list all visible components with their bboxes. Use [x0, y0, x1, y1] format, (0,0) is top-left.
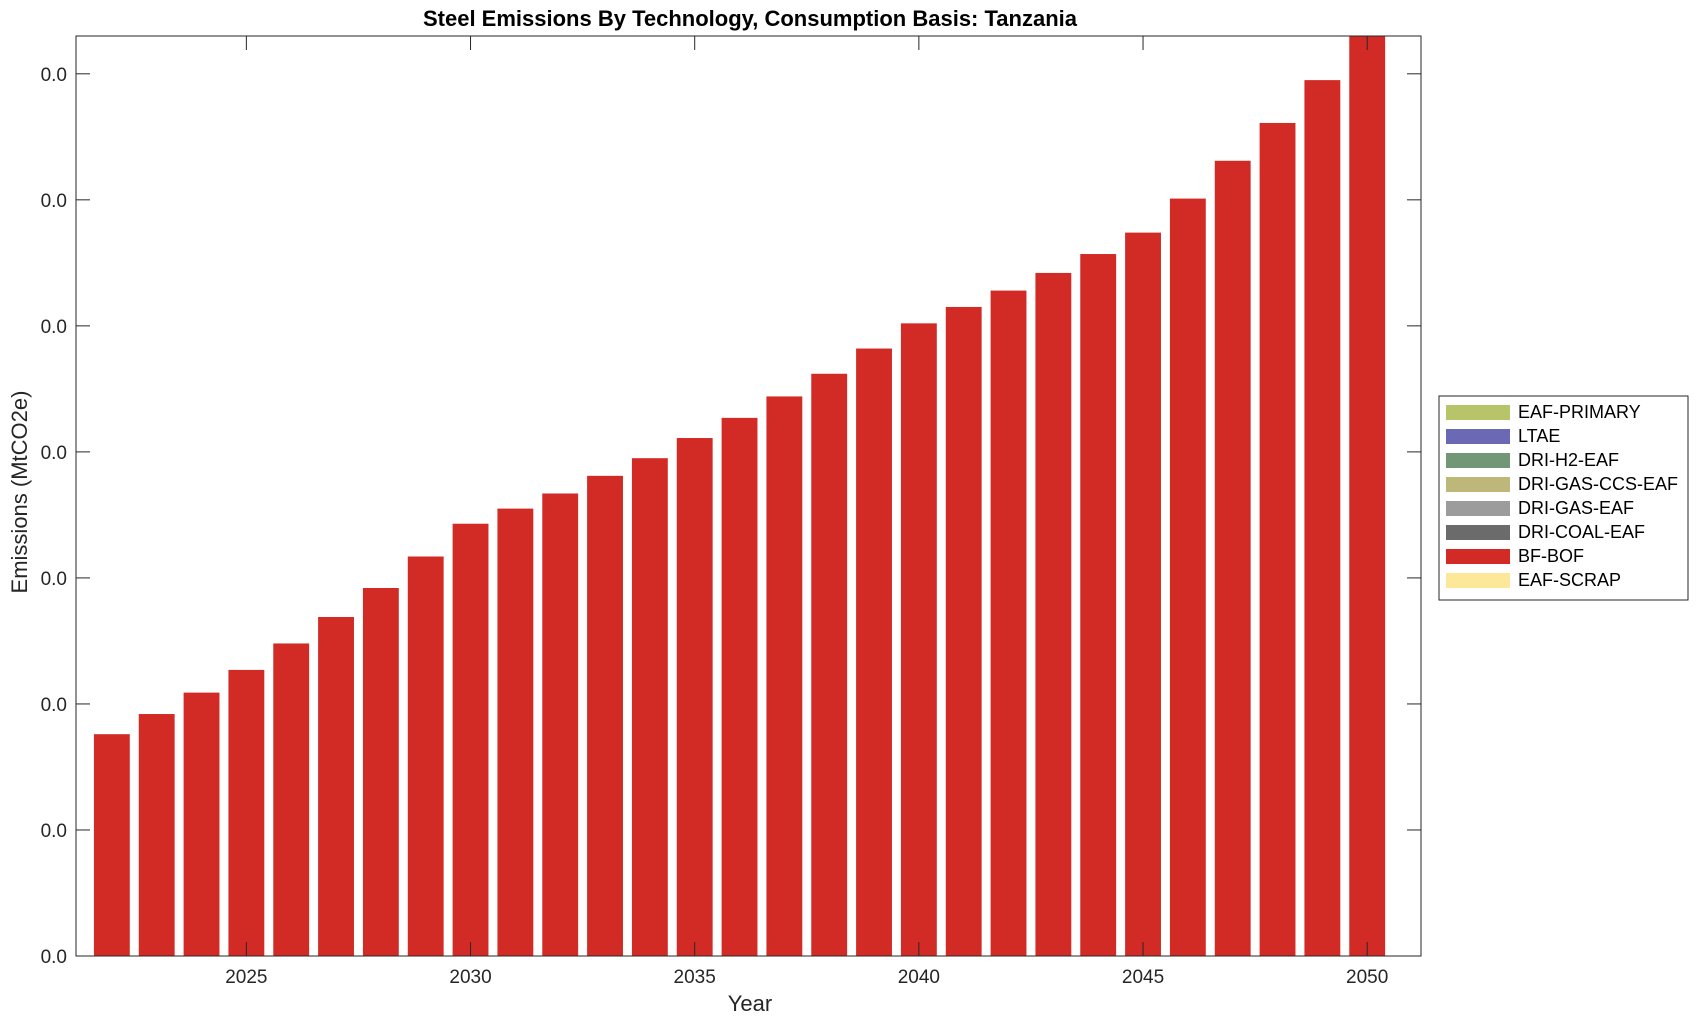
y-tick-label: 0.0	[41, 569, 67, 590]
bar-bf-bof-2042	[990, 290, 1027, 957]
bar-bf-bof-2037	[766, 396, 803, 956]
bar-bf-bof-2024	[183, 692, 220, 956]
bar-bf-bof-2045	[1125, 232, 1161, 957]
x-tick-label: 2025	[225, 967, 267, 988]
legend-label: DRI-GAS-CCS-EAF	[1518, 474, 1678, 494]
legend-label: LTAE	[1518, 426, 1560, 446]
legend-label: DRI-GAS-EAF	[1518, 498, 1634, 518]
chart-title: Steel Emissions By Technology, Consumpti…	[423, 6, 1078, 31]
bar-bf-bof-2044	[1080, 254, 1117, 956]
x-tick-label: 2045	[1122, 967, 1164, 988]
legend-label: BF-BOF	[1518, 546, 1584, 566]
bar-bf-bof-2050	[1349, 36, 1386, 956]
legend-swatch	[1446, 405, 1510, 420]
x-axis-label: Year	[728, 991, 772, 1016]
y-tick-label: 0.0	[41, 821, 67, 842]
bar-bf-bof-2041	[945, 306, 982, 957]
y-tick-label: 0.0	[41, 443, 67, 464]
legend-label: EAF-SCRAP	[1518, 570, 1621, 590]
bar-bf-bof-2028	[362, 588, 399, 956]
legend-swatch	[1446, 573, 1510, 588]
y-tick-label: 0.0	[41, 317, 67, 338]
bar-bf-bof-2039	[856, 348, 892, 956]
legend-swatch	[1446, 501, 1510, 516]
bar-bf-bof-2031	[497, 508, 534, 956]
bars-layer	[93, 36, 1386, 957]
bar-bf-bof-2026	[273, 643, 310, 956]
axes-layer: 0.0 0.0 0.0 0.0 0.0 0.0 0.0 0.0 2025 2030 2035 2040…	[41, 35, 1422, 988]
legend-label: DRI-H2-EAF	[1518, 450, 1619, 470]
bar-bf-bof-2023	[138, 714, 175, 956]
bar-bf-bof-2038	[811, 373, 848, 956]
legend-label: EAF-PRIMARY	[1518, 402, 1641, 422]
legend-swatch	[1446, 477, 1510, 492]
bar-bf-bof-2033	[587, 475, 623, 956]
legend-swatch	[1446, 525, 1510, 540]
y-tick-label: 0.0	[41, 947, 67, 968]
plot-frame	[75, 35, 1422, 957]
x-tick-label: 2050	[1346, 967, 1388, 988]
x-tick-label: 2035	[674, 967, 716, 988]
bar-bf-bof-2043	[1035, 272, 1072, 956]
x-tick-label: 2030	[449, 967, 491, 988]
bar-bf-bof-2025	[228, 669, 265, 956]
legend-swatch	[1446, 453, 1510, 468]
y-tick-label: 0.0	[41, 65, 67, 86]
bar-bf-bof-2034	[631, 458, 668, 956]
bar-bf-bof-2035	[676, 438, 713, 956]
bar-bf-bof-2046	[1169, 198, 1206, 957]
bar-bf-bof-2030	[452, 523, 489, 956]
legend-swatch	[1446, 429, 1510, 444]
legend: EAF-PRIMARY LTAE DRI-H2-EAF DRI-GAS-CCS-EAF…	[1438, 395, 1689, 601]
bar-bf-bof-2049	[1304, 80, 1341, 956]
bar-bf-bof-2047	[1214, 160, 1251, 957]
bar-bf-bof-2032	[542, 493, 579, 956]
x-tick-label: 2040	[898, 967, 940, 988]
bar-bf-bof-2022	[93, 734, 130, 956]
y-tick-label: 0.0	[41, 695, 67, 716]
bar-bf-bof-2048	[1259, 122, 1296, 956]
bar-bf-bof-2027	[318, 616, 354, 956]
bar-bf-bof-2029	[407, 556, 444, 956]
bar-bf-bof-2040	[900, 323, 937, 956]
y-tick-label: 0.0	[41, 191, 67, 212]
legend-label: DRI-COAL-EAF	[1518, 522, 1645, 542]
y-axis-label: Emissions (MtCO2e)	[7, 391, 32, 594]
bar-bf-bof-2036	[721, 417, 758, 956]
legend-swatch	[1446, 549, 1510, 564]
